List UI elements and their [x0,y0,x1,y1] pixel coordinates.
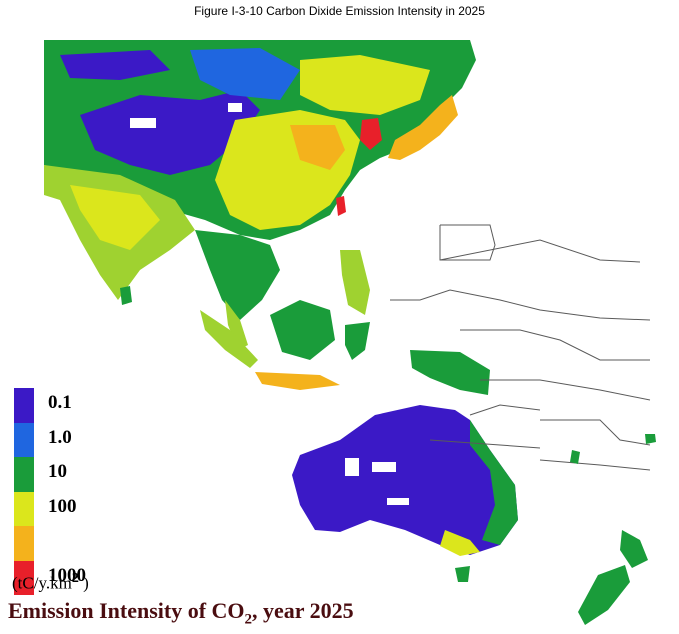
caption-suffix: , year 2025 [252,598,354,623]
no-data-patch-1 [345,458,359,476]
legend-label: 100 [48,495,77,517]
unit-power: 2 [71,571,79,586]
hokkaido [450,48,470,85]
legend-label: 1.0 [48,426,72,448]
legend-label: 1000 [48,564,86,586]
vanuatu [570,450,580,464]
sri-lanka [120,286,132,305]
tasmania [455,566,470,582]
legend-swatch [14,457,34,492]
no-data-patch-2 [372,462,396,472]
siberia-indigo [60,50,170,80]
unit-suffix: ) [78,573,89,593]
legend-swatch [14,491,34,526]
no-data-patch-4 [130,118,156,128]
legend-row: 100 [14,491,144,526]
legend-label: 0.1 [48,392,72,413]
map-caption: Emission Intensity of CO2, year 2025 [8,598,354,628]
australia-east-coast [470,420,518,545]
central-asia-indigo [80,90,260,175]
legend-swatch [14,526,34,561]
pacific-boundaries [390,224,651,471]
philippines [340,250,370,315]
legend-row: 1.0 [14,422,144,457]
india-yellow [70,185,160,250]
caption-subscript: 2 [244,611,253,628]
fiji [645,434,656,444]
japan [388,95,458,160]
legend-swatch [14,560,34,595]
legend-row [14,526,144,561]
new-zealand-south [578,565,630,625]
new-guinea [410,350,490,395]
figure-title: Figure I-3-10 Carbon Dixide Emission Int… [194,4,485,18]
borneo [270,300,335,360]
korea [360,118,382,150]
legend-swatch [14,388,34,423]
new-zealand-north [620,530,648,568]
taiwan [336,196,346,216]
legend-row: 1000 [14,560,144,595]
legend-unit: (tC/y.km2 ) [12,571,89,594]
legend: 0.1 1.0 10 100 1000 [14,388,144,595]
indochina [195,230,280,320]
unit-prefix: (tC/y.km [12,573,72,593]
china-orange-belt [290,125,345,170]
no-data-patch-5 [228,103,242,112]
java [255,372,340,390]
australia [292,405,518,555]
legend-row: 10 [14,457,144,492]
legend-row: 0.1 [14,388,144,423]
malay-peninsula [225,300,248,350]
australia-southeast [440,530,480,556]
no-data-patch-3 [387,498,409,505]
sumatra [200,310,258,368]
sulawesi [345,322,370,360]
northeast-yellow [300,55,430,115]
legend-label: 10 [48,461,67,482]
legend-swatch [14,422,34,457]
caption-prefix: Emission Intensity of CO [8,598,245,623]
northeast-blue [190,48,300,100]
